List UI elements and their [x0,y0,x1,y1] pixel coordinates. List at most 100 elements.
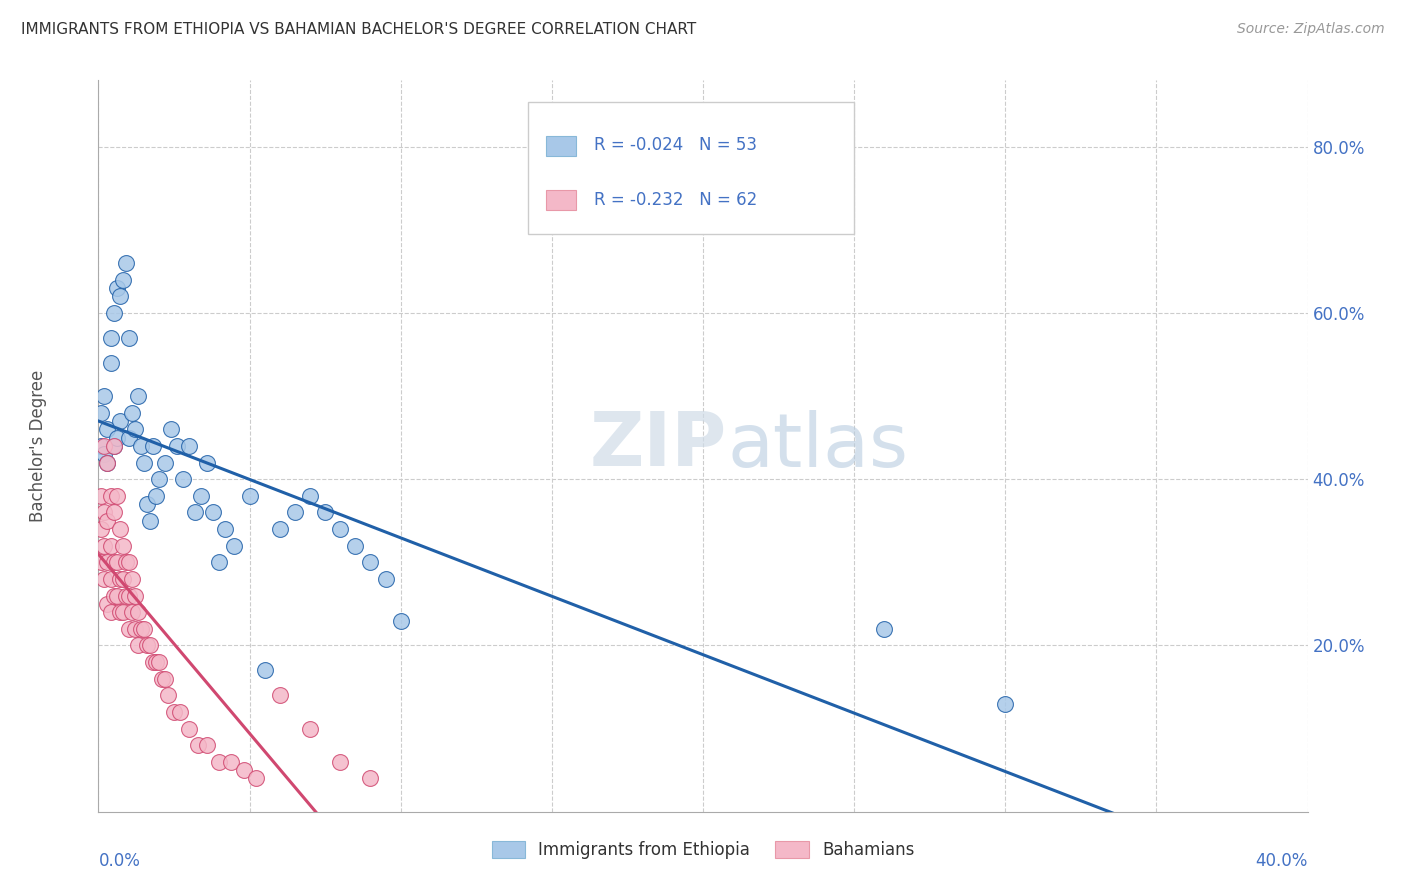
Point [90,489,112,503]
Point [299,489,322,503]
Point [269,522,291,536]
Point [314,506,336,520]
Point [103,589,125,603]
Point [214,522,236,536]
Point [994,697,1017,711]
Point [118,431,141,445]
Point [103,439,125,453]
Point [105,589,128,603]
Point [148,655,170,669]
Point [139,639,162,653]
Point [118,555,141,569]
Point [166,439,188,453]
Point [96,597,118,611]
Point [145,489,167,503]
Point [169,705,191,719]
Point [344,539,367,553]
Point [96,514,118,528]
Point [100,356,122,370]
Point [374,572,396,586]
Point [221,755,243,769]
FancyBboxPatch shape [546,136,576,155]
Point [100,331,122,345]
Point [208,755,231,769]
Point [100,572,122,586]
Point [93,506,115,520]
Point [127,639,149,653]
Point [153,456,176,470]
Point [121,406,143,420]
Point [187,738,209,752]
Point [153,672,176,686]
Point [160,422,183,436]
Legend: Immigrants from Ethiopia, Bahamians: Immigrants from Ethiopia, Bahamians [485,834,921,865]
Point [111,572,134,586]
Point [96,456,118,470]
Point [93,572,115,586]
Point [93,389,115,403]
Point [150,672,173,686]
Point [105,489,128,503]
Point [114,555,136,569]
Point [163,705,186,719]
Point [127,605,149,619]
Point [299,722,322,736]
Point [132,456,155,470]
Point [90,439,112,453]
Point [360,772,382,786]
Point [103,439,125,453]
Point [105,431,128,445]
Point [124,622,146,636]
Point [190,489,212,503]
Text: Source: ZipAtlas.com: Source: ZipAtlas.com [1237,22,1385,37]
Point [145,655,167,669]
Point [156,689,179,703]
Point [96,555,118,569]
Point [100,489,122,503]
Point [108,414,131,428]
Point [96,422,118,436]
Point [100,539,122,553]
Point [111,539,134,553]
Point [93,539,115,553]
Text: atlas: atlas [727,409,908,483]
Point [93,439,115,453]
Point [239,489,262,503]
Point [93,447,115,461]
Text: IMMIGRANTS FROM ETHIOPIA VS BAHAMIAN BACHELOR'S DEGREE CORRELATION CHART: IMMIGRANTS FROM ETHIOPIA VS BAHAMIAN BAC… [21,22,696,37]
Point [172,472,194,486]
Point [179,439,201,453]
Point [111,273,134,287]
Text: Bachelor's Degree: Bachelor's Degree [30,370,46,522]
Point [114,256,136,270]
Point [360,555,382,569]
Point [132,622,155,636]
Text: R = -0.232   N = 62: R = -0.232 N = 62 [595,191,758,210]
Point [108,572,131,586]
Point [121,605,143,619]
Point [202,506,225,520]
Point [127,389,149,403]
Point [148,472,170,486]
Point [96,456,118,470]
Point [118,622,141,636]
Point [224,539,246,553]
Point [103,306,125,320]
Text: 40.0%: 40.0% [1256,852,1308,870]
Point [105,555,128,569]
Text: R = -0.024   N = 53: R = -0.024 N = 53 [595,136,758,154]
Point [124,422,146,436]
Point [142,655,165,669]
Point [232,763,254,777]
Point [284,506,307,520]
Point [179,722,201,736]
Point [118,331,141,345]
Point [329,522,352,536]
Point [121,572,143,586]
Point [129,439,152,453]
Point [103,555,125,569]
Text: ZIP: ZIP [591,409,727,483]
Point [108,605,131,619]
Point [142,439,165,453]
Point [245,772,267,786]
